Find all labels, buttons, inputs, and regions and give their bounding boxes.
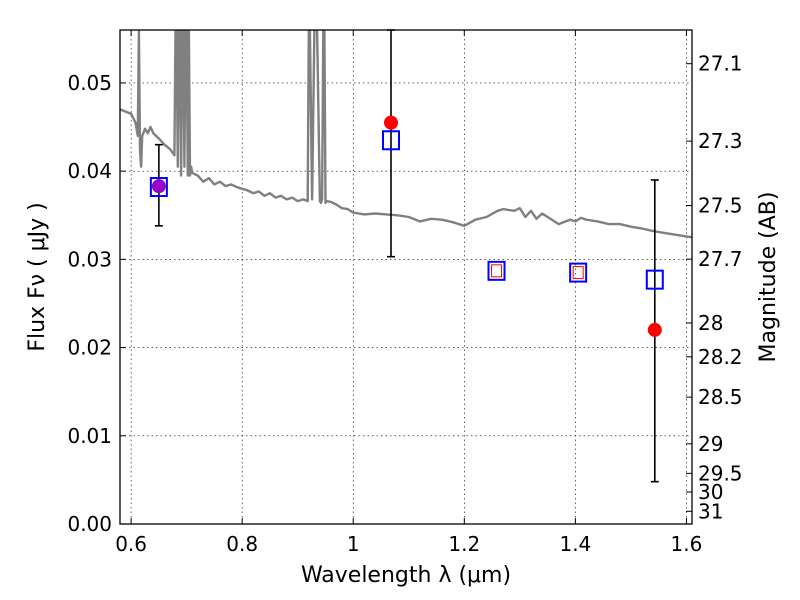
model-photometry-square [487,260,506,281]
measurement-point [151,179,166,194]
y-tick-label: 0.03 [67,247,112,271]
magnitude-tick-label: 28.5 [698,385,743,409]
magnitude-tick-label: 27.7 [698,247,743,271]
y-tick-label: 0.02 [67,336,112,360]
y-tick-label: 0.04 [67,159,112,183]
x-tick-label: 0.6 [115,532,147,556]
model-spectrum-layer [120,30,692,239]
y-tick-label: 0.01 [67,424,112,448]
model-photometry-square [382,130,401,151]
plot-frame [119,29,693,525]
magnitude-tick-label: 27.1 [698,52,743,76]
y-tick-label: 0.05 [67,71,112,95]
model-photometry-square [569,262,588,283]
x-tick-label: 1.4 [559,532,591,556]
magnitude-tick-label: 30 [698,480,723,504]
model-photometry-inner-square [491,264,503,278]
x-tick-label: 0.8 [226,532,258,556]
x-tick-label: 1.6 [671,532,703,556]
magnitude-tick-label: 27.3 [698,129,743,153]
magnitude-tick-label: 31 [698,499,723,523]
x-tick-label: 1 [347,532,360,556]
y-tick-label: 0.00 [67,512,112,536]
y-axis-label: Flux Fν ( μJy ) [25,202,50,351]
model-photometry-square [645,269,664,290]
y-axis-ticks: 0.00 0.01 0.02 0.03 0.04 0.05 [67,71,126,536]
magnitude-tick-label: 28.2 [698,345,743,369]
magnitude-tick-label: 29.5 [698,461,743,485]
model-spectrum-line [120,30,692,239]
x-tick-label: 1.2 [448,532,480,556]
magnitude-tick-label: 27.5 [698,194,743,218]
measurement-point [647,322,662,337]
x-axis-ticks: 0.6 0.8 1 1.2 1.4 1.6 [115,30,702,556]
magnitude-tick-label: 28 [698,311,723,335]
magnitude-tick-label: 29 [698,432,723,456]
x-axis-label: Wavelength λ (μm) [301,563,511,588]
model-photometry-square [149,177,168,198]
model-photometry-inner-square [572,266,584,280]
measurement-point [384,115,399,130]
magnitude-axis-label: Magnitude (AB) [756,192,781,363]
